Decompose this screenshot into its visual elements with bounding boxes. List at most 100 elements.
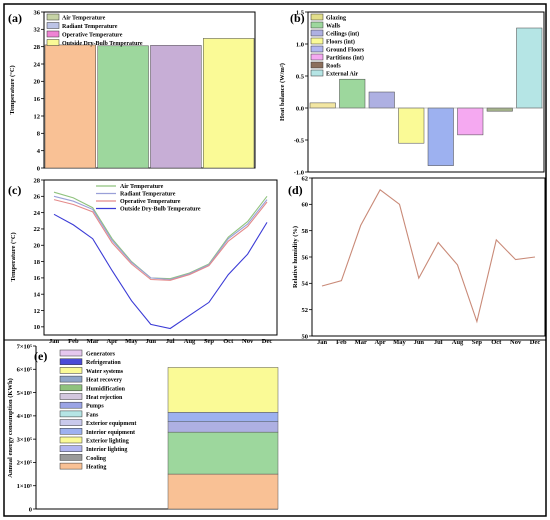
legend-swatch-e (59, 445, 83, 452)
bar-a (97, 45, 149, 169)
series-line-c (53, 195, 268, 281)
y-tick-label-c: 12 (34, 308, 41, 315)
x-tick-label-c: Feb (68, 338, 79, 345)
legend-swatch-e (59, 401, 83, 409)
legend-swatch-e (59, 436, 83, 444)
series-line-d (321, 188, 536, 324)
legend-label-a: Air Temperature (62, 16, 106, 22)
x-tick-label-c: Jul (166, 338, 175, 345)
y-tick-label-a: 32 (34, 27, 41, 34)
legend-label-e: Humidification (86, 386, 126, 392)
legend-swatch-e (59, 419, 83, 426)
panel-c: (c) 10 12 14 16 18 20 22 24 26 28 Jan Feb Mar Apr May J… (8, 177, 278, 345)
y-tick-label-a: 24 (34, 61, 41, 68)
y-tick-label-b: 1.0 (296, 41, 304, 48)
y-tick-label-c: 20 (34, 243, 41, 250)
y-axis-title-a: Temperature (°C) (9, 65, 16, 114)
x-tick-label-c: Nov (242, 338, 254, 345)
legend-label-b: Walls (326, 24, 341, 30)
x-tick-label-c: Oct (223, 338, 234, 345)
x-tick-label-c: May (125, 338, 138, 345)
series-line-c (53, 199, 268, 281)
y-tick-label-a: 16 (34, 96, 41, 103)
legend-swatch-e (59, 454, 83, 461)
bar-b (427, 107, 454, 166)
y-tick-label-e: 1×10⁵ (17, 483, 32, 490)
panel-label-b: (b) (290, 11, 305, 25)
legend-label-c: Outside Dry-Bulb Temperature (120, 207, 201, 213)
x-tick-label-c: Sep (204, 338, 215, 345)
y-tick-label-d: 50 (302, 333, 309, 340)
legend-label-c: Operative Temperature (120, 199, 181, 205)
y-tick-label-c: 10 (34, 324, 41, 331)
legend-swatch-b (310, 29, 324, 37)
y-axis-title-d: Relative humidity (%) (292, 226, 299, 288)
legend-swatch-b (310, 53, 324, 61)
plot-frame-a (43, 11, 256, 169)
y-tick-label-c: 28 (34, 177, 41, 184)
legend-label-a: Operative Temperature (62, 33, 123, 39)
legend-label-e: Interior lighting (86, 447, 127, 453)
y-tick-label-b: 0.0 (296, 105, 304, 112)
bar-b (309, 102, 336, 109)
bar-b (516, 27, 543, 109)
legend-label-b: Ceilings (int) (326, 31, 359, 38)
legend-label-c: Air Temperature (120, 184, 164, 190)
y-tick-label-d: 58 (302, 228, 309, 235)
y-tick-label-c: 18 (34, 259, 41, 266)
legend-swatch-b (310, 45, 324, 53)
y-tick-label-b: -0.5 (294, 137, 305, 144)
y-tick-label-c: 26 (34, 194, 41, 201)
series-line-c (53, 213, 268, 330)
y-tick-label-e: 7×10⁵ (17, 343, 32, 350)
legend-label-e: Cooling (86, 456, 106, 462)
x-tick-label-d: Feb (336, 339, 347, 346)
y-tick-label-b: 1.5 (296, 9, 305, 16)
y-tick-label-b: -1.0 (294, 169, 304, 176)
stack-segment-e (167, 473, 279, 510)
panel-e: (e) 0 1×10⁵ 2×10⁵ 3×10⁵ 4×10⁵ 5×10⁵ 6×10⁵ 7×10⁵… (7, 343, 279, 513)
x-tick-label-d: May (393, 339, 406, 346)
legend-label-e: Pumps (86, 404, 104, 410)
bar-b (368, 91, 395, 109)
legend-label-b: External Air (326, 72, 358, 78)
bar-a (203, 38, 255, 169)
y-tick-label-a: 28 (34, 44, 41, 51)
bar-b (457, 107, 484, 136)
x-tick-label-c: Apr (106, 338, 117, 345)
legend-label-e: Heating (86, 465, 106, 471)
x-tick-label-c: Mar (87, 338, 99, 345)
plot-frame-c (43, 179, 278, 336)
x-tick-label-c: Dec (262, 338, 273, 345)
legend-label-e: Exterior equipment (86, 421, 136, 427)
legend-label-e: Water systems (86, 369, 124, 375)
legend-swatch-e (59, 410, 83, 418)
legend-label-c: Radiant Temperature (120, 192, 176, 198)
y-tick-label-d: 54 (302, 281, 309, 288)
x-tick-label-d: Dec (530, 339, 541, 346)
x-tick-label-d: Oct (491, 339, 502, 346)
x-tick-label-d: Jun (414, 339, 425, 346)
legend-swatch-b (310, 69, 324, 77)
y-axis-title-e: Annual energy consumption (KWh) (7, 378, 14, 478)
legend-label-b: Roofs (326, 64, 341, 70)
legend-label-e: Generators (86, 352, 116, 358)
legend-label-b: Ground Floors (326, 48, 365, 54)
bar-b (398, 107, 425, 144)
legend-swatch-e (59, 384, 83, 392)
stack-segment-e (167, 412, 279, 422)
y-tick-label-e: 5×10⁵ (17, 390, 32, 397)
x-tick-label-d: Jan (317, 339, 328, 346)
x-tick-label-d: Nov (510, 339, 522, 346)
bar-b (339, 78, 366, 109)
y-tick-label-e: 4×10⁵ (17, 413, 32, 420)
legend-label-e: Heat recovery (86, 378, 122, 384)
y-tick-label-c: 24 (34, 210, 41, 217)
stack-segment-e (167, 367, 279, 413)
y-tick-label-d: 60 (302, 202, 309, 209)
panel-label-e: (e) (34, 349, 47, 363)
y-tick-label-d: 56 (302, 254, 309, 261)
legend-swatch-e (59, 375, 83, 383)
plot-frame-b (307, 11, 545, 173)
